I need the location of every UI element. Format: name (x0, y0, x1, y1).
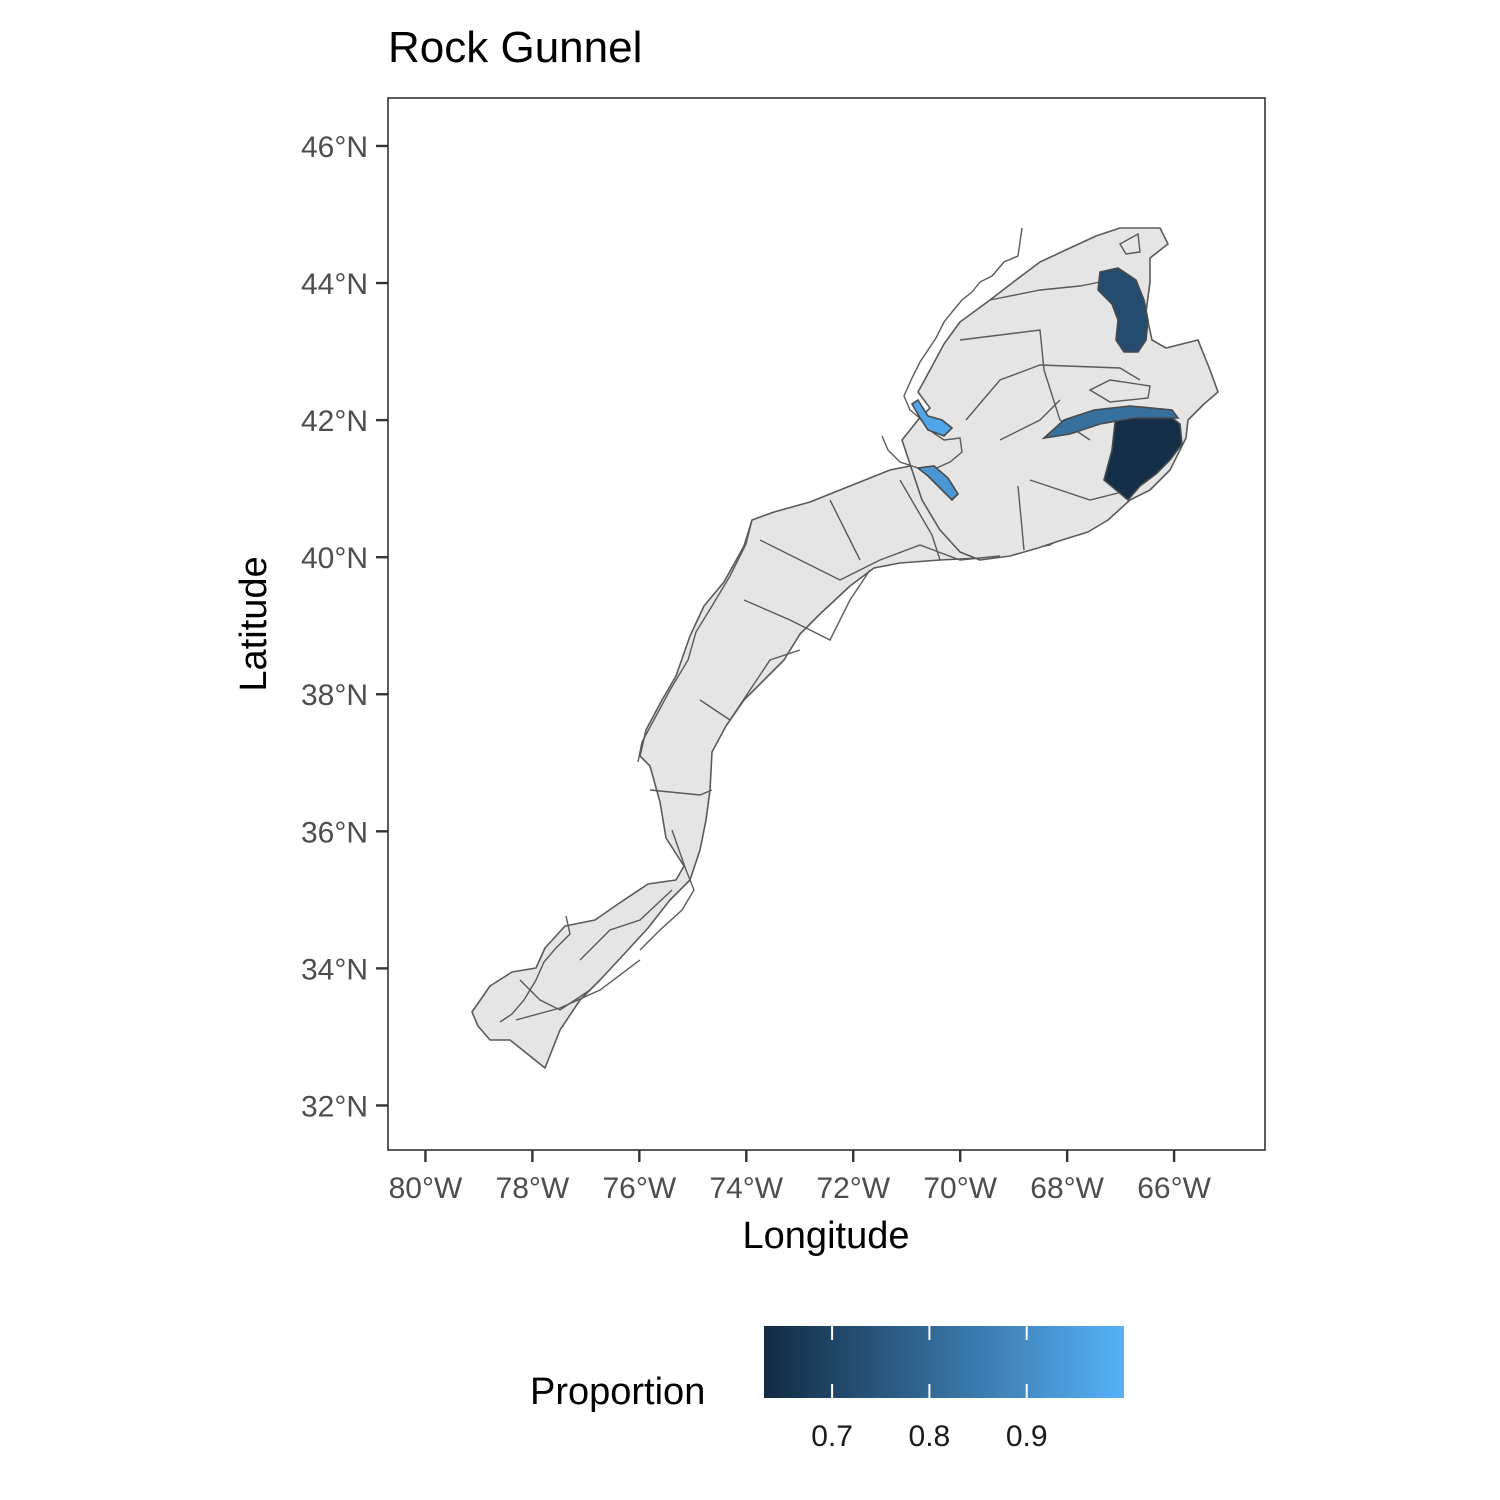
x-tick-label: 70°W (923, 1172, 997, 1205)
x-tick-label: 76°W (602, 1172, 676, 1205)
bank-contour (1088, 379, 1151, 403)
y-axis: 32°N 34°N 36°N 38°N 40°N 42°N 44°N 46°N (301, 131, 388, 1123)
chart-title: Rock Gunnel (388, 23, 642, 72)
boundary-8 (1029, 479, 1131, 501)
x-axis-title: Longitude (743, 1215, 910, 1257)
y-tick-label: 34°N (301, 953, 368, 986)
x-tick-label: 72°W (816, 1172, 890, 1205)
y-axis-title: Latitude (233, 556, 275, 691)
region-northern-edge (1041, 405, 1180, 440)
y-tick-label: 36°N (301, 816, 368, 849)
region-georges-northeast-peak (1103, 409, 1183, 502)
y-tick-label: 46°N (301, 131, 368, 164)
depth-contour-6 (579, 889, 673, 961)
x-tick-label: 80°W (389, 1172, 463, 1205)
map-strata (471, 227, 1219, 1069)
depth-contour-7 (519, 979, 591, 1011)
coastline-middle-atlantic (637, 519, 753, 763)
depth-contour-2 (743, 569, 871, 641)
legend-colorbar (764, 1326, 1124, 1398)
x-tick-label: 78°W (496, 1172, 570, 1205)
boundary-6 (989, 279, 1111, 301)
legend-tick-label: 0.7 (811, 1420, 853, 1453)
x-tick-label: 74°W (709, 1172, 783, 1205)
y-tick-label: 40°N (301, 542, 368, 575)
boundary-1 (829, 499, 861, 561)
coastline-carolina (499, 915, 571, 1023)
boundary-2 (899, 479, 941, 561)
legend-tick-label: 0.9 (1006, 1420, 1048, 1453)
region-massachusetts-bay (910, 398, 954, 437)
boundary-7 (999, 399, 1061, 441)
depth-contour-1 (759, 539, 1001, 581)
ledge-contour (1119, 232, 1141, 255)
y-tick-label: 32°N (301, 1090, 368, 1123)
y-tick-label: 38°N (301, 679, 368, 712)
legend-title: Proportion (530, 1371, 705, 1413)
legend-ticks: 0.7 0.8 0.9 (811, 1326, 1048, 1453)
depth-contour-5 (639, 829, 695, 951)
boundary-3 (1017, 485, 1025, 551)
y-tick-label: 42°N (301, 405, 368, 438)
x-tick-label: 66°W (1137, 1172, 1211, 1205)
depth-contour-8 (515, 959, 641, 1021)
legend-tick-label: 0.8 (909, 1420, 951, 1453)
x-axis: 80°W 78°W 76°W 74°W 72°W 70°W 68°W 66°W (389, 1150, 1212, 1205)
depth-contour-4 (649, 789, 713, 796)
boundary-5 (965, 364, 1141, 421)
x-tick-label: 68°W (1030, 1172, 1104, 1205)
y-tick-label: 44°N (301, 268, 368, 301)
region-eastern-basin (1097, 267, 1149, 353)
region-nantucket-sound (916, 465, 960, 502)
legend: Proportion 0.7 0.8 0.9 (530, 1326, 1124, 1453)
depth-contour-3 (699, 649, 801, 721)
